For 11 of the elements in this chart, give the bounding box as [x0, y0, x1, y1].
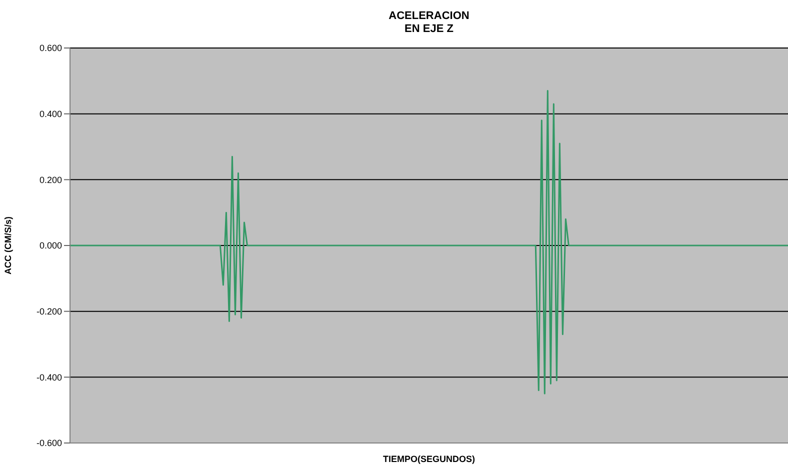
y-tick-label: -0.200	[36, 306, 62, 317]
y-tick-label: 0.200	[39, 174, 62, 185]
chart-title: ACELERACION EN EJE Z	[388, 10, 470, 36]
line-series	[69, 90, 788, 394]
y-tick-label: -0.600	[36, 438, 62, 448]
x-axis-title: TIEMPO(SEGUNDOS)	[382, 454, 476, 464]
y-tick-label: 0.400	[39, 109, 62, 120]
y-tick-label: 0.600	[39, 43, 62, 54]
y-tick-label: 0.000	[39, 240, 62, 251]
y-tick-label: -0.400	[36, 372, 62, 382]
y-axis-title: ACC (CM/S/s)	[3, 216, 14, 274]
